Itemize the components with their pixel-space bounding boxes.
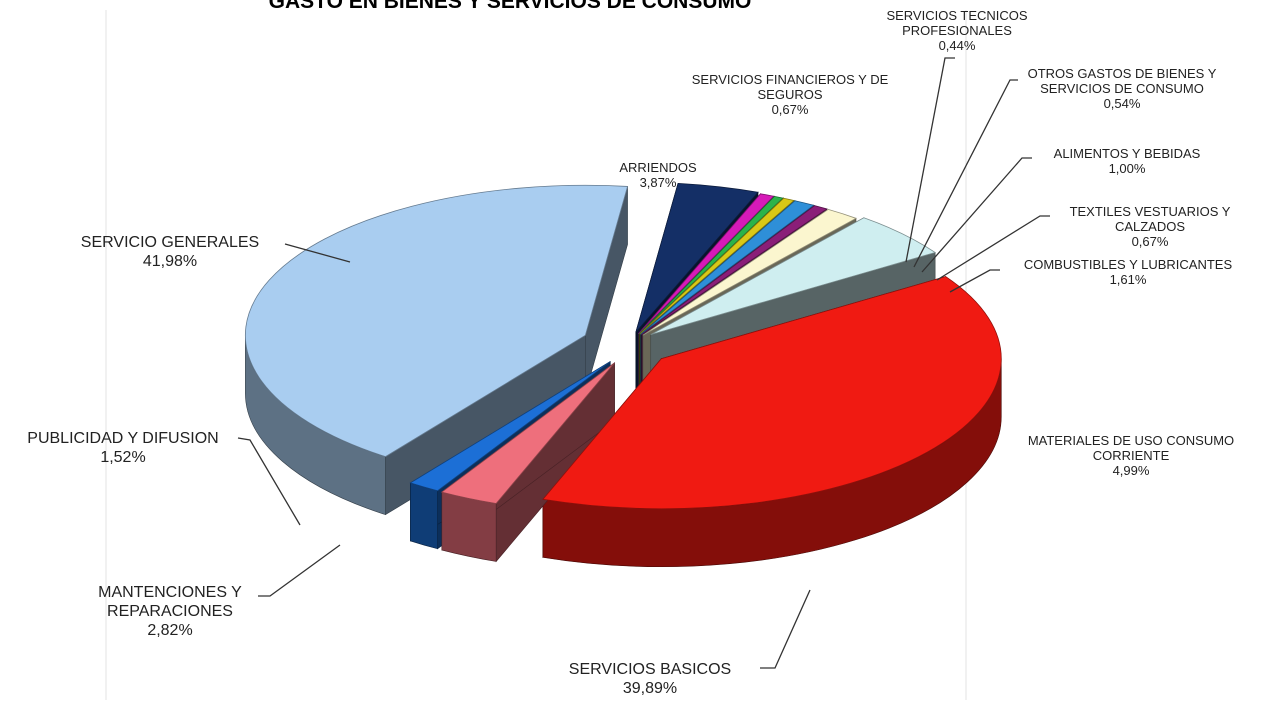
leader-servicios-tecnicos-profesionales: [905, 57, 955, 263]
chart-title: GASTO EN BIENES Y SERVICIOS DE CONSUMO: [269, 0, 752, 13]
label-line: PROFESIONALES: [902, 23, 1012, 38]
label-line: OTROS GASTOS DE BIENES Y: [1028, 66, 1217, 81]
label-servicios-basicos: SERVICIOS BASICOS 39,89%: [569, 661, 731, 697]
slice-servicio-generales: [244, 184, 629, 458]
label-line: ARRIENDOS: [619, 160, 697, 175]
slice-alimentos-y-bebidas: [640, 200, 815, 335]
slice-materiales-de-uso-consumo-corriente: [650, 217, 937, 336]
label-line: SERVICIO GENERALES: [81, 234, 259, 251]
label-servicio-generales: SERVICIO GENERALES 41,98%: [81, 234, 259, 270]
leader-textiles-vestuarios-y-calzados: [936, 215, 1050, 281]
label-line: 41,98%: [143, 253, 197, 270]
label-line: 39,89%: [623, 680, 677, 697]
label-alimentos-y-bebidas: ALIMENTOS Y BEBIDAS 1,00%: [1054, 146, 1201, 176]
leader-alimentos-y-bebidas: [921, 157, 1032, 273]
label-line: SERVICIOS FINANCIEROS Y DE: [692, 72, 889, 87]
label-line: 0,67%: [772, 102, 809, 117]
label-line: 4,99%: [1113, 463, 1150, 478]
label-line: PUBLICIDAD Y DIFUSION: [27, 430, 218, 447]
label-line: 1,52%: [100, 449, 145, 466]
label-line: 1,00%: [1109, 161, 1146, 176]
label-publicidad-y-difusion: PUBLICIDAD Y DIFUSION 1,52%: [27, 430, 218, 466]
label-line: CALZADOS: [1115, 219, 1185, 234]
slice-top-layer: [244, 182, 1002, 510]
leader-mantenciones-y-reparaciones: [258, 544, 341, 597]
label-otros-gastos-de-bienes-y-servicios-de-consumo: OTROS GASTOS DE BIENES Y SERVICIOS DE CON…: [1028, 66, 1217, 111]
label-line: REPARACIONES: [107, 603, 233, 620]
slice-servicios-basicos: [542, 276, 1002, 510]
slice-labels: SERVICIO GENERALES 41,98% ARRIENDOS 3,87% SE…: [27, 8, 1234, 697]
label-line: 0,54%: [1104, 96, 1141, 111]
slice-textiles-vestuarios-y-calzados: [641, 205, 828, 336]
label-mantenciones-y-reparaciones: MANTENCIONES Y REPARACIONES 2,82%: [98, 584, 242, 639]
label-line: ALIMENTOS Y BEBIDAS: [1054, 146, 1201, 161]
label-servicios-financieros-y-de-seguros: SERVICIOS FINANCIEROS Y DE SEGUROS 0,67%: [692, 72, 889, 117]
slice-combustibles-y-lubricantes: [642, 208, 857, 336]
slice-servicios-tecnicos-profesionales: [638, 195, 784, 335]
label-line: MATERIALES DE USO CONSUMO: [1028, 433, 1234, 448]
label-servicios-tecnicos-profesionales: SERVICIOS TECNICOS PROFESIONALES 0,44%: [886, 8, 1027, 53]
label-line: 1,61%: [1110, 272, 1147, 287]
label-line: TEXTILES VESTUARIOS Y: [1070, 204, 1231, 219]
leader-servicios-basicos: [760, 589, 811, 669]
label-line: 2,82%: [147, 622, 192, 639]
leader-publicidad-y-difusion: [237, 437, 301, 526]
label-arriendos: ARRIENDOS 3,87%: [619, 160, 697, 190]
leader-lines: [237, 57, 1050, 669]
label-combustibles-y-lubricantes: COMBUSTIBLES Y LUBRICANTES 1,61%: [1024, 257, 1233, 287]
leader-servicio-generales: [284, 243, 351, 263]
slice-mantenciones-y-reparaciones: [440, 362, 615, 504]
slice-arriendos: [635, 182, 759, 333]
label-line: CORRIENTE: [1093, 448, 1170, 463]
label-line: COMBUSTIBLES Y LUBRICANTES: [1024, 257, 1233, 272]
slice-publicidad-y-difusion: [409, 361, 611, 492]
label-line: SEGUROS: [757, 87, 822, 102]
label-line: SERVICIOS TECNICOS: [886, 8, 1027, 23]
slice-otros-gastos-de-bienes-y-servicios-de-consumo: [639, 197, 795, 335]
label-materiales-de-uso-consumo-corriente: MATERIALES DE USO CONSUMO CORRIENTE 4,99%: [1028, 433, 1234, 478]
label-line: 3,87%: [640, 175, 677, 190]
slice-wall-publicidad-y-difusion-b: [410, 482, 438, 550]
label-line: MANTENCIONES Y: [98, 584, 242, 601]
slice-servicios-financieros-y-de-seguros: [638, 193, 775, 335]
label-line: 0,44%: [939, 38, 976, 53]
label-textiles-vestuarios-y-calzados: TEXTILES VESTUARIOS Y CALZADOS 0,67%: [1070, 204, 1231, 249]
leader-combustibles-y-lubricantes: [949, 269, 1000, 293]
leader-otros-gastos-de-bienes-y-servicios-de-consumo: [913, 79, 1018, 268]
label-line: SERVICIOS DE CONSUMO: [1040, 81, 1204, 96]
label-line: SERVICIOS BASICOS: [569, 661, 731, 678]
label-line: 0,67%: [1132, 234, 1169, 249]
